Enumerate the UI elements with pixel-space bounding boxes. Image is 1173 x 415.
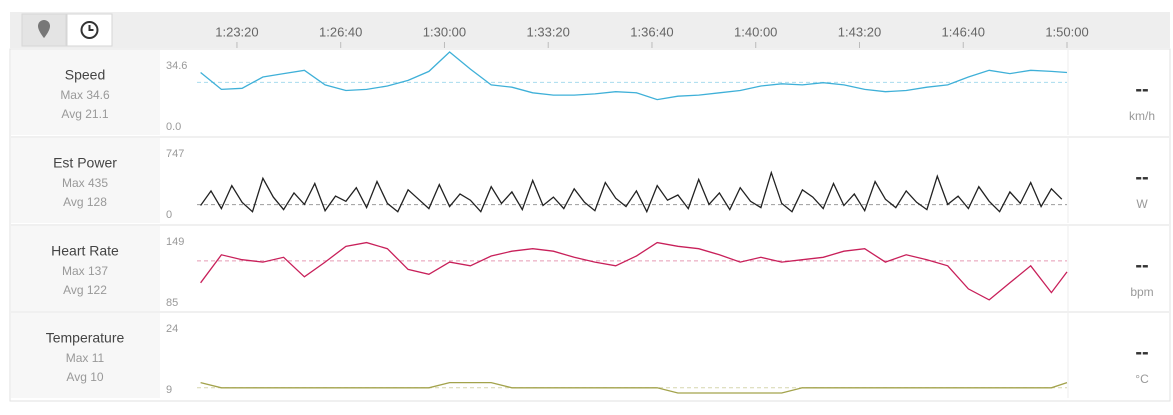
clock-hands	[88, 25, 94, 31]
metric-avg: Avg 10	[66, 370, 103, 384]
unit: bpm	[1130, 285, 1153, 299]
x-tick-label: 1:40:00	[734, 24, 777, 39]
unit: W	[1136, 197, 1148, 211]
unit: km/h	[1129, 109, 1155, 123]
data-line	[200, 241, 1068, 301]
x-tick-label: 1:43:20	[838, 24, 881, 39]
metric-max: Max 34.6	[60, 88, 110, 102]
metric-max: Max 137	[62, 264, 108, 278]
current-value: --	[1135, 341, 1148, 363]
unit: °C	[1135, 372, 1149, 386]
y-tick-label: 85	[166, 297, 178, 309]
data-line	[200, 170, 1063, 214]
clock-icon	[80, 21, 99, 39]
metric-name: Temperature	[46, 330, 125, 346]
y-tick-label: 0	[166, 209, 172, 221]
x-tick-label: 1:50:00	[1045, 24, 1088, 39]
current-value: --	[1135, 78, 1148, 100]
metric-name: Speed	[65, 67, 105, 83]
y-tick-label: 24	[166, 323, 178, 335]
metric-avg: Avg 128	[63, 195, 107, 209]
x-tick-label: 1:46:40	[942, 24, 985, 39]
x-tick-label: 1:33:20	[527, 24, 570, 39]
label-column	[11, 50, 160, 135]
x-tick-label: 1:23:20	[215, 24, 258, 39]
label-column	[11, 313, 160, 398]
y-tick-label: 0.0	[166, 121, 181, 133]
current-value: --	[1135, 254, 1148, 276]
map-pin-icon	[38, 20, 50, 38]
toolbar	[10, 12, 1170, 48]
x-tick-label: 1:36:40	[630, 24, 673, 39]
x-tick-label: 1:26:40	[319, 24, 362, 39]
data-line	[200, 51, 1068, 101]
metric-name: Heart Rate	[51, 243, 119, 259]
metric-avg: Avg 122	[63, 283, 107, 297]
y-tick-label: 9	[166, 384, 172, 396]
y-tick-label: 149	[166, 236, 184, 248]
y-tick-label: 34.6	[166, 60, 187, 72]
metric-name: Est Power	[53, 155, 117, 171]
metric-max: Max 435	[62, 176, 108, 190]
metric-avg: Avg 21.1	[61, 107, 108, 121]
label-column	[11, 138, 160, 223]
metric-max: Max 11	[66, 351, 105, 365]
time-button[interactable]	[66, 13, 113, 47]
x-tick-label: 1:30:00	[423, 24, 466, 39]
current-value: --	[1135, 166, 1148, 188]
data-line	[200, 381, 1068, 394]
label-column	[11, 226, 160, 311]
y-tick-label: 747	[166, 148, 184, 160]
